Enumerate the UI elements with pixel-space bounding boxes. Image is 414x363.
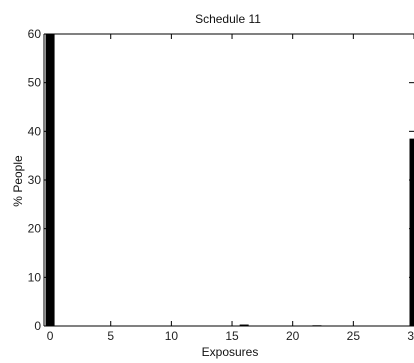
x-axis-title: Exposures xyxy=(202,345,259,359)
bar-x-16 xyxy=(239,324,249,326)
bar-x-0 xyxy=(45,34,55,326)
x-tick-label-25: 25 xyxy=(347,329,361,343)
x-tick-label-20: 20 xyxy=(286,329,300,343)
y-axis-title: % People xyxy=(11,155,25,207)
plot-background xyxy=(44,34,414,326)
x-tick-label-0: 0 xyxy=(47,329,54,343)
plot-area: 0 10 20 30 40 50 60 0 5 10 15 20 25 30 xyxy=(28,27,414,343)
y-tick-label-60: 60 xyxy=(28,27,42,41)
y-tick-label-20: 20 xyxy=(28,222,42,236)
y-tick-label-30: 30 xyxy=(28,173,42,187)
chart-title: Schedule 11 xyxy=(195,12,261,26)
x-tick-label-10: 10 xyxy=(165,329,179,343)
x-tick-label-30: 30 xyxy=(407,329,414,343)
y-tick-label-50: 50 xyxy=(28,76,42,90)
bar-x-22 xyxy=(312,325,322,327)
x-tick-label-15: 15 xyxy=(225,329,239,343)
bar-x-30 xyxy=(409,138,414,326)
y-tick-label-0: 0 xyxy=(34,319,41,333)
x-tick-label-5: 5 xyxy=(107,329,114,343)
y-tick-label-10: 10 xyxy=(28,270,42,284)
y-tick-label-40: 40 xyxy=(28,124,42,138)
